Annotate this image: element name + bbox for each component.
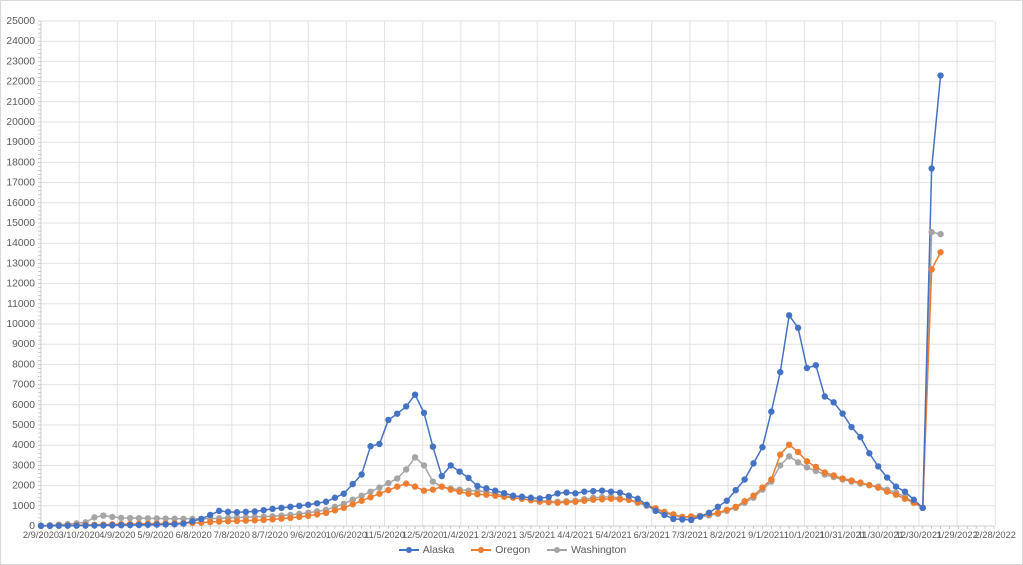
svg-text:11/5/2020: 11/5/2020	[364, 530, 405, 540]
svg-text:12/5/2020: 12/5/2020	[402, 530, 443, 540]
svg-text:3000: 3000	[12, 460, 35, 471]
svg-text:20000: 20000	[6, 117, 35, 128]
svg-text:25000: 25000	[6, 16, 35, 27]
svg-text:19000: 19000	[6, 137, 35, 148]
svg-text:22000: 22000	[6, 77, 35, 88]
svg-text:7/8/2020: 7/8/2020	[214, 530, 250, 540]
svg-text:6000: 6000	[12, 400, 35, 411]
svg-text:9000: 9000	[12, 339, 35, 350]
svg-text:1000: 1000	[12, 501, 35, 512]
svg-text:2/28/2022: 2/28/2022	[975, 530, 1016, 540]
svg-text:3/10/2020: 3/10/2020	[58, 530, 99, 540]
svg-text:8000: 8000	[12, 359, 35, 370]
svg-text:11000: 11000	[7, 299, 35, 310]
svg-text:5/4/2021: 5/4/2021	[595, 530, 631, 540]
svg-text:8/2/2021: 8/2/2021	[710, 530, 746, 540]
svg-text:1/4/2021: 1/4/2021	[443, 530, 479, 540]
svg-text:10000: 10000	[6, 319, 35, 330]
svg-text:13000: 13000	[6, 258, 35, 269]
svg-text:6/8/2020: 6/8/2020	[176, 530, 212, 540]
svg-text:4000: 4000	[12, 440, 35, 451]
svg-text:5/9/2020: 5/9/2020	[137, 530, 173, 540]
svg-text:16000: 16000	[6, 198, 35, 209]
svg-text:4/4/2021: 4/4/2021	[557, 530, 593, 540]
svg-text:12/30/2021: 12/30/2021	[896, 530, 943, 540]
svg-text:9/6/2020: 9/6/2020	[290, 530, 326, 540]
svg-text:5000: 5000	[12, 420, 35, 431]
svg-text:4/9/2020: 4/9/2020	[99, 530, 135, 540]
svg-text:10/6/2020: 10/6/2020	[326, 530, 367, 540]
svg-text:1/29/2022: 1/29/2022	[936, 530, 977, 540]
svg-text:9/1/2021: 9/1/2021	[748, 530, 784, 540]
svg-text:23000: 23000	[6, 56, 35, 67]
svg-text:3/5/2021: 3/5/2021	[519, 530, 555, 540]
svg-text:2/9/2020: 2/9/2020	[23, 530, 59, 540]
svg-text:18000: 18000	[6, 157, 35, 168]
svg-text:15000: 15000	[6, 218, 35, 229]
svg-text:17000: 17000	[6, 178, 35, 189]
svg-text:2000: 2000	[12, 481, 35, 492]
svg-text:2/3/2021: 2/3/2021	[481, 530, 517, 540]
svg-text:6/3/2021: 6/3/2021	[634, 530, 670, 540]
svg-text:12000: 12000	[6, 279, 35, 290]
svg-text:7000: 7000	[12, 380, 35, 391]
svg-text:24000: 24000	[6, 36, 35, 47]
svg-text:14000: 14000	[6, 238, 35, 249]
svg-text:21000: 21000	[6, 97, 35, 108]
svg-text:7/3/2021: 7/3/2021	[672, 530, 708, 540]
svg-text:8/7/2020: 8/7/2020	[252, 530, 288, 540]
